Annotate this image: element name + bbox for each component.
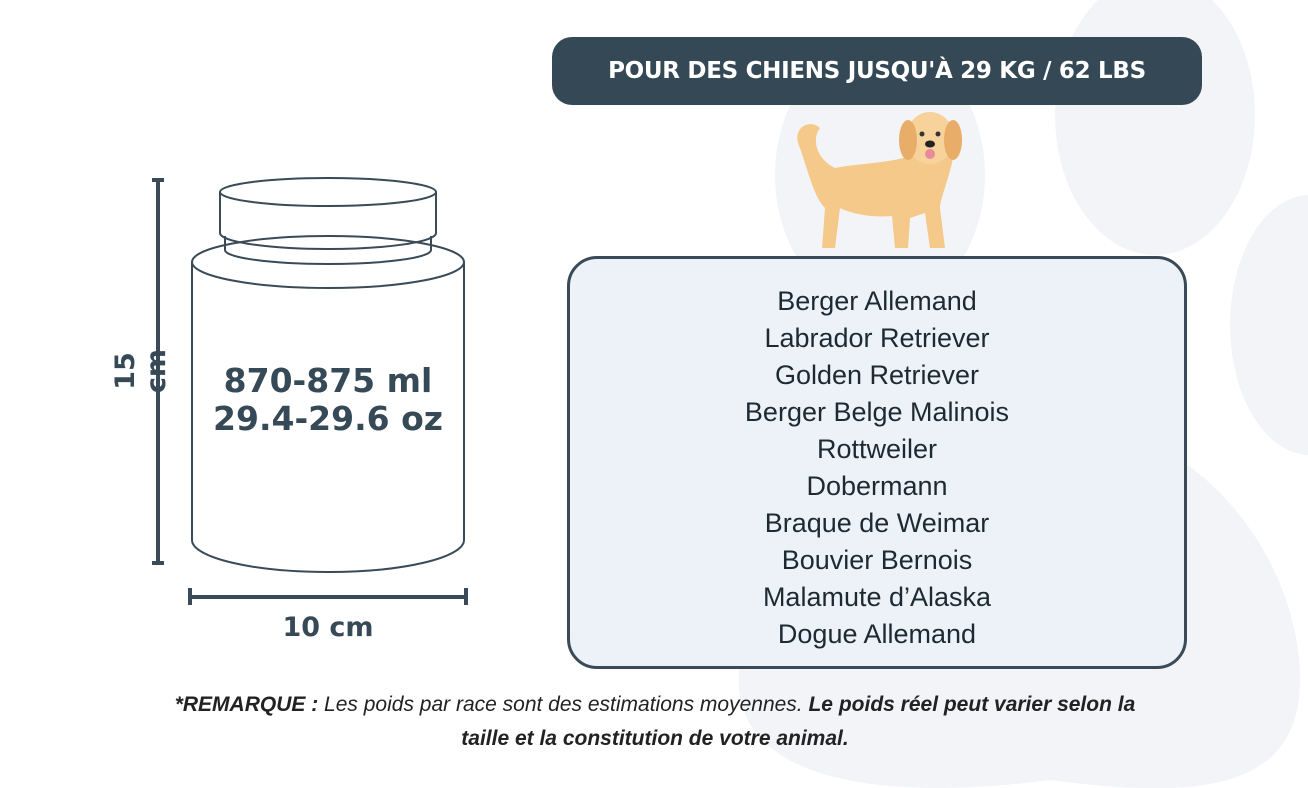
weight-limit-banner: POUR DES CHIENS JUSQU'À 29 KG / 62 LBS [552, 37, 1202, 105]
breed-item: Berger Allemand [777, 286, 977, 316]
breed-item: Dogue Allemand [777, 619, 977, 649]
breed-item: Labrador Retriever [764, 323, 990, 353]
note-emphasis: Le poids réel peut varier selon la taill… [461, 693, 1136, 750]
golden-retriever-illustration [797, 112, 962, 248]
height-label: 15 cm [110, 348, 172, 394]
breed-list-box: Berger Allemand Labrador Retriever Golde… [567, 256, 1187, 669]
note-text: Les poids par race sont des estimations … [318, 693, 809, 716]
volume-oz: 29.4-29.6 oz [213, 399, 443, 438]
breed-list: Berger Allemand Labrador Retriever Golde… [570, 283, 1184, 653]
breed-item: Golden Retriever [774, 360, 980, 390]
breed-item: Malamute d’Alaska [762, 582, 992, 612]
width-label: 10 cm [282, 612, 374, 643]
breed-item: Rottweiler [816, 434, 938, 464]
note-label: *REMARQUE : [174, 693, 319, 716]
jar-volume: 870-875 ml 29.4-29.6 oz [190, 362, 466, 438]
breed-item: Berger Belge Malinois [744, 397, 1010, 427]
breed-item: Braque de Weimar [764, 508, 990, 538]
disclaimer-note: *REMARQUE : Les poids par race sont des … [150, 688, 1160, 756]
breed-item: Bouvier Bernois [781, 545, 973, 575]
jar-illustration [152, 177, 468, 605]
volume-ml: 870-875 ml [223, 361, 433, 400]
breed-item: Dobermann [806, 471, 948, 501]
